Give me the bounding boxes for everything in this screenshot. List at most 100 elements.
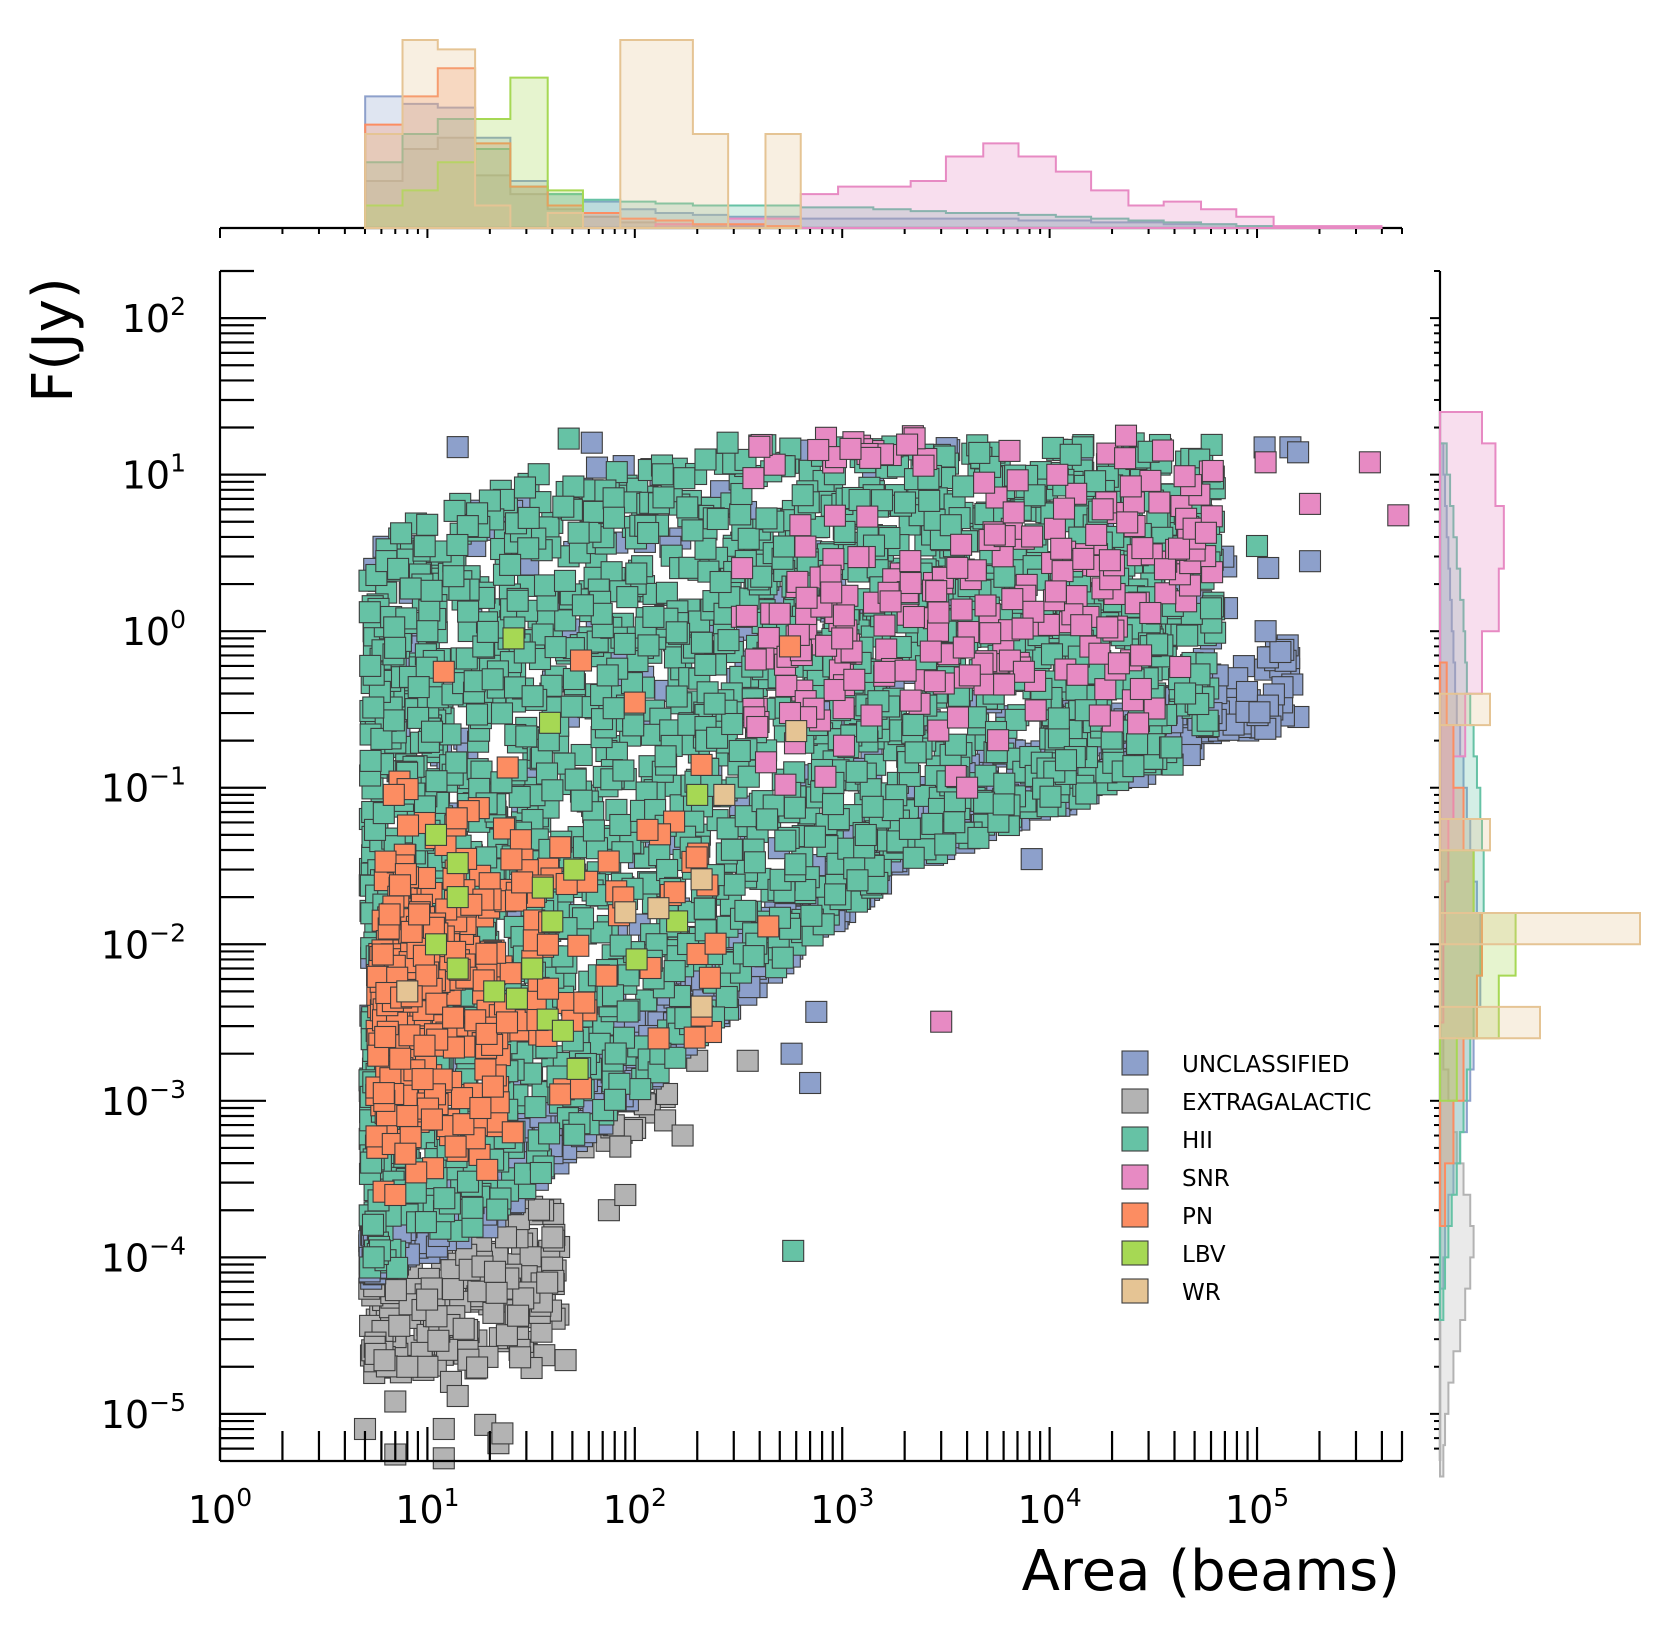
point-extragalactic	[609, 1135, 632, 1158]
point-hii	[1160, 736, 1183, 759]
point-hii	[445, 751, 468, 774]
point-snr	[1254, 451, 1277, 474]
series-lbv	[424, 627, 709, 1080]
point-snr	[794, 535, 817, 558]
point-extragalactic	[384, 1390, 407, 1413]
point-pn	[389, 1047, 412, 1070]
legend-swatch	[1121, 1202, 1149, 1228]
point-hii	[602, 487, 625, 510]
point-hii	[404, 1181, 427, 1204]
point-unclassified	[580, 431, 603, 454]
point-hii	[821, 793, 845, 816]
top-hist-unclassified	[364, 95, 1275, 229]
point-snr	[1098, 549, 1121, 572]
point-extragalactic	[536, 1271, 559, 1294]
point-hii	[384, 636, 407, 659]
point-snr	[1107, 652, 1130, 675]
point-hii	[737, 527, 760, 550]
point-hii	[590, 602, 613, 625]
point-pn	[569, 1077, 593, 1100]
point-hii	[490, 702, 514, 725]
point-pn	[509, 829, 532, 852]
point-wr	[690, 868, 713, 891]
point-hii	[420, 579, 443, 602]
point-hii	[552, 495, 575, 518]
point-extragalactic	[396, 1355, 419, 1378]
point-pn	[396, 1104, 419, 1128]
point-snr	[774, 773, 797, 796]
point-hii	[455, 647, 478, 670]
point-hii	[651, 463, 674, 486]
point-snr	[1050, 537, 1073, 560]
point-snr	[843, 668, 866, 691]
point-hii	[399, 577, 422, 600]
point-lbv	[483, 980, 506, 1003]
point-wr	[396, 980, 419, 1003]
point-pn	[549, 836, 572, 859]
point-extragalactic	[527, 1198, 551, 1221]
point-extragalactic	[507, 1304, 530, 1327]
x-tick-label: 104	[1017, 1483, 1081, 1532]
point-hii	[446, 533, 469, 557]
point-unclassified	[1248, 701, 1271, 724]
point-snr	[987, 729, 1010, 752]
point-hii	[605, 461, 628, 484]
point-hii	[1188, 663, 1211, 686]
point-hii	[557, 427, 580, 450]
point-hii	[743, 851, 766, 874]
point-extragalactic	[519, 1246, 542, 1269]
scatter-points	[353, 424, 1410, 1470]
point-snr	[1167, 537, 1191, 560]
legend-swatch	[1121, 1088, 1149, 1114]
point-pn	[597, 850, 620, 873]
legend-entry-extragalactic: EXTRAGALACTIC	[1121, 1088, 1372, 1116]
point-hii	[564, 768, 587, 791]
point-hii	[590, 921, 613, 944]
point-hii	[824, 883, 847, 906]
legend-label: PN	[1182, 1204, 1213, 1230]
point-unclassified	[1235, 680, 1259, 704]
point-pn	[683, 1026, 706, 1049]
point-pn	[378, 903, 401, 926]
point-hii	[506, 589, 529, 612]
point-pn	[475, 1022, 498, 1045]
point-snr	[1298, 492, 1322, 515]
point-snr	[956, 776, 979, 799]
point-snr	[894, 659, 917, 682]
point-extragalactic	[530, 1320, 553, 1343]
point-pn	[413, 1034, 436, 1057]
top-hist-wr	[364, 39, 802, 229]
point-hii	[562, 667, 585, 691]
point-pn	[567, 934, 590, 957]
point-pn	[374, 1025, 397, 1049]
point-hii	[529, 1161, 552, 1185]
point-hii	[563, 1123, 586, 1146]
point-snr	[735, 604, 758, 627]
point-snr	[896, 433, 919, 456]
point-snr	[1096, 616, 1119, 639]
point-snr	[859, 446, 882, 469]
point-hii	[413, 535, 436, 558]
point-pn	[636, 818, 659, 841]
point-snr	[832, 734, 856, 757]
point-hii	[694, 653, 717, 676]
point-extragalactic	[416, 1355, 439, 1378]
point-lbv	[666, 910, 689, 933]
point-pn	[496, 756, 519, 779]
point-snr	[1088, 704, 1111, 727]
point-snr	[998, 439, 1021, 462]
point-pn	[536, 933, 559, 956]
point-snr	[1139, 469, 1162, 492]
point-hii	[538, 1122, 561, 1145]
point-wr	[713, 783, 736, 806]
legend-entry-pn: PN	[1121, 1202, 1213, 1230]
point-hii	[1176, 624, 1199, 647]
point-pn	[623, 691, 646, 714]
point-extragalactic	[736, 1049, 759, 1072]
point-pn	[415, 964, 438, 987]
point-snr	[1173, 465, 1196, 488]
point-lbv	[563, 858, 586, 881]
point-snr	[775, 674, 798, 698]
point-lbv	[538, 711, 562, 734]
point-hii	[1054, 749, 1078, 772]
